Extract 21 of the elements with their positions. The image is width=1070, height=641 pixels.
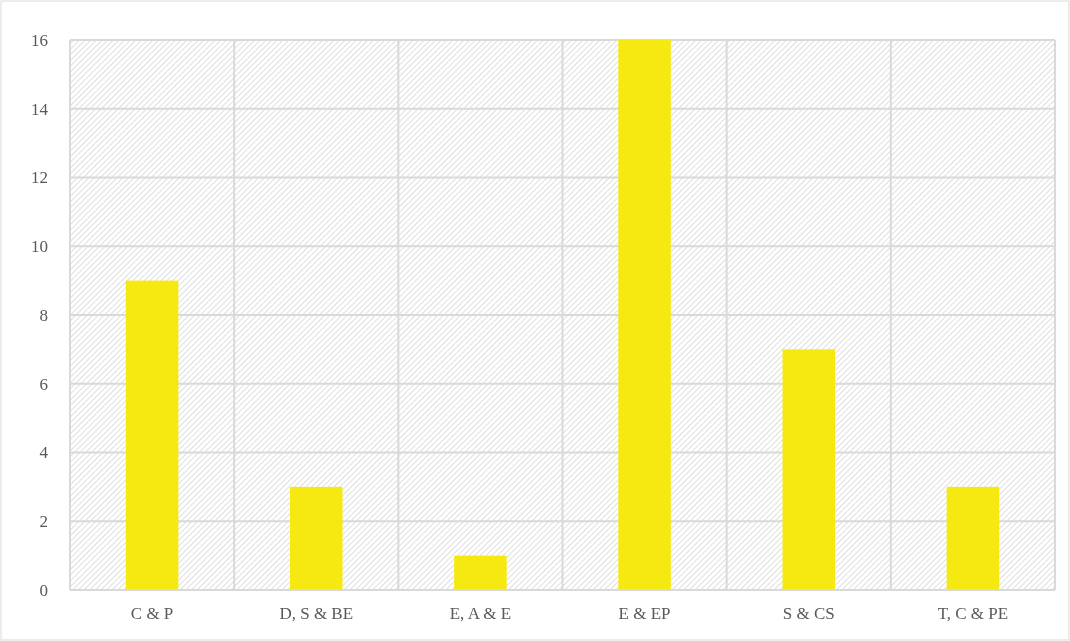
- bar: [782, 349, 836, 590]
- bar: [946, 486, 1000, 590]
- y-tick-label: 6: [39, 374, 48, 394]
- bar: [125, 280, 179, 590]
- y-tick-label: 16: [31, 30, 48, 50]
- y-tick-label: 2: [39, 512, 48, 532]
- y-tick-label: 14: [31, 99, 49, 119]
- y-tick-label: 10: [31, 237, 48, 257]
- y-tick-label: 8: [39, 305, 48, 325]
- bar: [454, 555, 507, 590]
- y-tick-label: 0: [39, 580, 48, 600]
- x-tick-label: D, S & BE: [279, 604, 354, 623]
- x-tick-label: S & CS: [782, 604, 835, 623]
- bar: [618, 40, 671, 590]
- x-tick-label: E & EP: [618, 604, 671, 623]
- y-tick-label: 4: [39, 443, 49, 463]
- y-tick-label: 12: [31, 168, 48, 188]
- x-tick-label: T, C & PE: [937, 604, 1009, 623]
- x-tick-label: C & P: [130, 604, 174, 623]
- x-tick-label: E, A & E: [449, 604, 512, 623]
- bar: [289, 486, 343, 590]
